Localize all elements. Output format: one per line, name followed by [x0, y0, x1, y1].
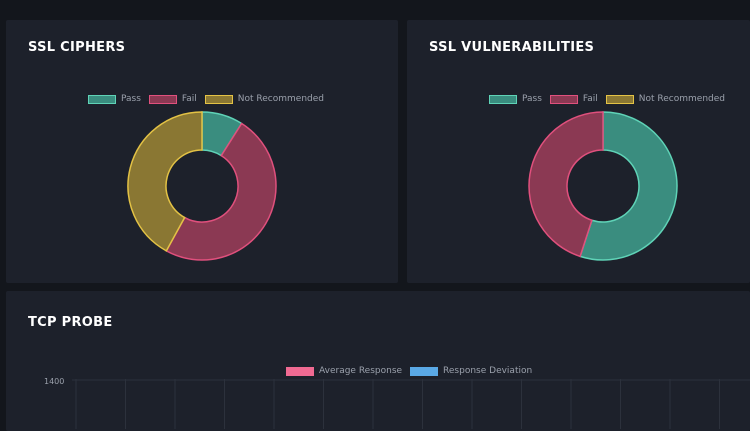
legend-swatch-fail [148, 94, 177, 104]
legend-swatch-average-response [286, 366, 314, 376]
legend-label-not-recommended: Not Recommended [237, 94, 325, 104]
legend-item-not-recommended[interactable]: Not Recommended [204, 94, 325, 104]
legend-label-pass: Pass [522, 94, 542, 104]
donut-slice-pass[interactable] [579, 111, 678, 261]
legend-item-fail[interactable]: Fail [549, 94, 598, 104]
ssl-vulnerabilities-legend: Pass Fail Not Recommended [489, 94, 733, 104]
ssl-ciphers-donut-chart[interactable] [126, 110, 278, 262]
legend-swatch-fail [549, 94, 578, 104]
legend-item-average-response[interactable]: Average Response [286, 366, 402, 376]
ssl-ciphers-title: SSL CIPHERS [28, 40, 126, 55]
legend-swatch-pass [88, 94, 116, 104]
legend-item-response-deviation[interactable]: Response Deviation [410, 366, 532, 376]
legend-label-average-response: Average Response [319, 366, 403, 376]
legend-item-pass[interactable]: Pass [88, 94, 141, 104]
legend-swatch-not-recommended [605, 94, 634, 104]
tcp-probe-panel: TCP PROBE Average Response Response Devi… [6, 291, 750, 431]
legend-item-pass[interactable]: Pass [489, 94, 542, 104]
legend-item-not-recommended[interactable]: Not Recommended [605, 94, 726, 104]
tcp-probe-legend: Average Response Response Deviation [286, 366, 540, 376]
tcp-probe-line-chart[interactable] [72, 379, 750, 429]
ssl-ciphers-legend: Pass Fail Not Recommended [88, 94, 332, 104]
donut-slice-fail[interactable] [528, 111, 604, 258]
ssl-ciphers-panel: SSL CIPHERS Pass Fail Not Recommended [6, 20, 398, 283]
ssl-vulnerabilities-donut-chart[interactable] [527, 110, 679, 262]
legend-swatch-not-recommended [204, 94, 233, 104]
legend-label-response-deviation: Response Deviation [443, 366, 533, 376]
ssl-vulnerabilities-panel: SSL VULNERABILITIES Pass Fail Not Recomm… [407, 20, 750, 283]
tcp-probe-title: TCP PROBE [28, 315, 113, 330]
ssl-vulnerabilities-title: SSL VULNERABILITIES [429, 40, 595, 55]
donut-slice-fail[interactable] [165, 122, 277, 261]
legend-label-fail: Fail [582, 94, 598, 104]
legend-swatch-response-deviation [410, 366, 439, 376]
legend-label-not-recommended: Not Recommended [638, 94, 726, 104]
legend-swatch-pass [489, 94, 517, 104]
legend-label-fail: Fail [181, 94, 197, 104]
legend-item-fail[interactable]: Fail [148, 94, 197, 104]
donut-slice-not-recommended[interactable] [127, 111, 203, 252]
y-tick-label: 1400 [44, 377, 65, 386]
legend-label-pass: Pass [121, 94, 141, 104]
